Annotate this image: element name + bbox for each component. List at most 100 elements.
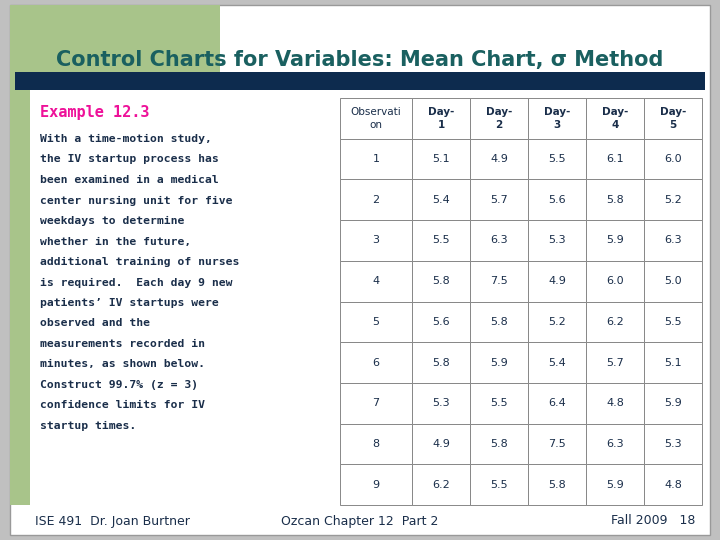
Text: 5.8: 5.8 (490, 317, 508, 327)
Bar (470, 342, 528, 383)
Bar (528, 261, 586, 301)
Bar (586, 139, 644, 179)
Text: patients’ IV startups were: patients’ IV startups were (40, 298, 219, 308)
Text: 5.3: 5.3 (664, 439, 682, 449)
Bar (412, 139, 470, 179)
Text: 5.7: 5.7 (606, 357, 624, 368)
Bar (528, 139, 586, 179)
Text: 6.2: 6.2 (606, 317, 624, 327)
Text: With a time-motion study,: With a time-motion study, (40, 134, 212, 144)
Text: 1: 1 (372, 154, 379, 164)
Text: 5.8: 5.8 (432, 276, 450, 286)
Text: Day-
1: Day- 1 (428, 107, 454, 130)
Text: 4.9: 4.9 (548, 276, 566, 286)
Text: Day-
5: Day- 5 (660, 107, 686, 130)
Text: additional training of nurses: additional training of nurses (40, 257, 239, 267)
Bar (528, 179, 586, 220)
Text: 5.6: 5.6 (548, 195, 566, 205)
Bar (412, 301, 470, 342)
Text: Day-
2: Day- 2 (486, 107, 512, 130)
Bar (644, 383, 702, 423)
Text: whether in the future,: whether in the future, (40, 237, 192, 246)
Text: 5.9: 5.9 (606, 235, 624, 246)
Text: Control Charts for Variables: Mean Chart, σ Method: Control Charts for Variables: Mean Chart… (56, 50, 664, 70)
Bar (412, 220, 470, 261)
Text: 5.5: 5.5 (664, 317, 682, 327)
Bar (528, 464, 586, 505)
Bar (10, 5, 220, 90)
Text: 6: 6 (372, 357, 379, 368)
Bar (586, 423, 644, 464)
Text: measurements recorded in: measurements recorded in (40, 339, 205, 349)
Text: 3: 3 (372, 235, 379, 246)
Text: 5.9: 5.9 (606, 480, 624, 490)
Bar (470, 464, 528, 505)
Text: 5.6: 5.6 (432, 317, 450, 327)
Bar (644, 301, 702, 342)
Text: 4.8: 4.8 (606, 399, 624, 408)
Bar (470, 98, 528, 139)
Bar (340, 98, 412, 139)
Bar (644, 261, 702, 301)
Text: 4.9: 4.9 (490, 154, 508, 164)
Bar (340, 301, 412, 342)
Bar (470, 301, 528, 342)
Text: been examined in a medical: been examined in a medical (40, 175, 219, 185)
Bar (470, 139, 528, 179)
Bar (340, 139, 412, 179)
Bar (528, 383, 586, 423)
Text: 5.7: 5.7 (490, 195, 508, 205)
Bar (412, 383, 470, 423)
Text: minutes, as shown below.: minutes, as shown below. (40, 360, 205, 369)
Text: 2: 2 (372, 195, 379, 205)
Bar (644, 179, 702, 220)
Text: Day-
3: Day- 3 (544, 107, 570, 130)
Text: Fall 2009   18: Fall 2009 18 (611, 515, 695, 528)
Bar (586, 179, 644, 220)
Text: 7.5: 7.5 (548, 439, 566, 449)
Bar (644, 423, 702, 464)
Bar (644, 342, 702, 383)
Bar (528, 220, 586, 261)
Text: the IV startup process has: the IV startup process has (40, 154, 219, 165)
Bar (412, 342, 470, 383)
Bar (644, 98, 702, 139)
Bar (412, 464, 470, 505)
Text: 6.4: 6.4 (548, 399, 566, 408)
Bar (15, 72, 705, 90)
Bar (412, 423, 470, 464)
Text: 5.8: 5.8 (606, 195, 624, 205)
Text: startup times.: startup times. (40, 421, 136, 431)
Text: center nursing unit for five: center nursing unit for five (40, 195, 233, 206)
Bar (586, 383, 644, 423)
Text: 6.2: 6.2 (432, 480, 450, 490)
Text: observed and the: observed and the (40, 319, 150, 328)
Text: 5.3: 5.3 (432, 399, 450, 408)
Text: 5.4: 5.4 (432, 195, 450, 205)
Text: 6.3: 6.3 (664, 235, 682, 246)
Text: 5.8: 5.8 (432, 357, 450, 368)
Text: 5.9: 5.9 (490, 357, 508, 368)
Text: 5.5: 5.5 (432, 235, 450, 246)
Text: 5.8: 5.8 (490, 439, 508, 449)
Bar (586, 301, 644, 342)
Text: 6.3: 6.3 (490, 235, 508, 246)
Text: 5.1: 5.1 (664, 357, 682, 368)
Bar (340, 464, 412, 505)
Text: Observati
on: Observati on (351, 107, 401, 130)
Text: 5.5: 5.5 (490, 399, 508, 408)
Text: 4.9: 4.9 (432, 439, 450, 449)
Text: Ozcan Chapter 12  Part 2: Ozcan Chapter 12 Part 2 (282, 515, 438, 528)
Bar (528, 423, 586, 464)
Bar (644, 139, 702, 179)
Text: Example 12.3: Example 12.3 (40, 105, 150, 119)
Bar (470, 383, 528, 423)
Text: 6.3: 6.3 (606, 439, 624, 449)
Bar (586, 220, 644, 261)
Bar (586, 464, 644, 505)
Text: ISE 491  Dr. Joan Burtner: ISE 491 Dr. Joan Burtner (35, 515, 190, 528)
Text: confidence limits for IV: confidence limits for IV (40, 401, 205, 410)
Text: Day-
4: Day- 4 (602, 107, 628, 130)
Text: 5.0: 5.0 (664, 276, 682, 286)
Text: 6.0: 6.0 (606, 276, 624, 286)
